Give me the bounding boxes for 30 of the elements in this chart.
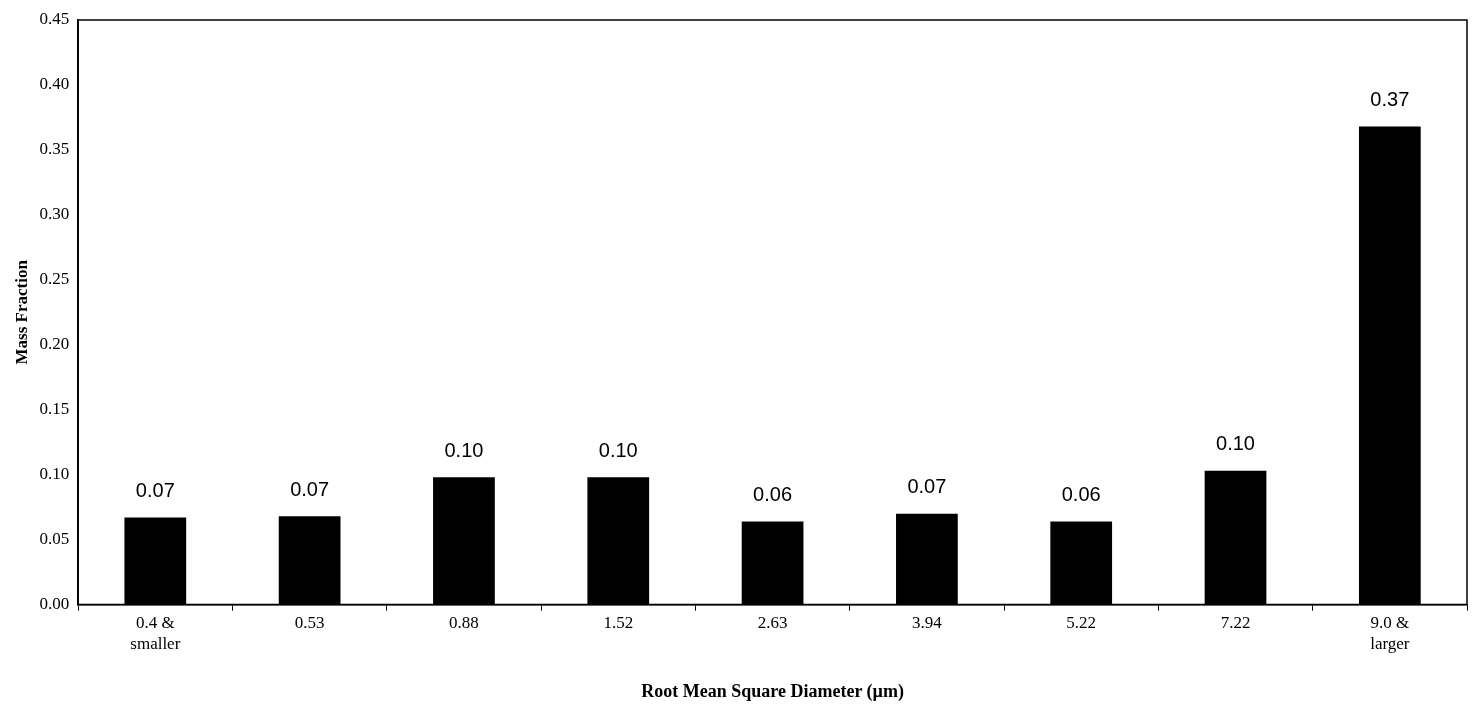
x-tick-label: 3.94 xyxy=(912,613,943,633)
x-tick-label: 0.88 xyxy=(449,613,479,633)
y-tick-label: 0.15 xyxy=(39,399,70,419)
x-tick-label: 0.53 xyxy=(294,613,325,633)
x-tick-label: 2.63 xyxy=(757,613,788,633)
y-tick-label: 0.10 xyxy=(39,464,70,484)
x-tick-label: 9.0 & larger xyxy=(1370,613,1410,653)
x-tick-label: 0.4 & smaller xyxy=(130,613,181,653)
data-label: 0.07 xyxy=(290,477,330,500)
data-label: 0.06 xyxy=(753,482,793,505)
data-label: 0.10 xyxy=(1216,432,1255,455)
y-tick-label: 0.40 xyxy=(39,74,70,94)
data-label: 0.07 xyxy=(907,475,947,498)
data-label: 0.06 xyxy=(1061,482,1101,505)
x-axis-title: Root Mean Square Diameter (µm) xyxy=(641,680,904,702)
data-label: 0.10 xyxy=(598,438,638,461)
y-tick-label: 0.45 xyxy=(39,9,70,29)
x-tick-label: 7.22 xyxy=(1220,613,1251,633)
y-axis-title: Mass Fraction xyxy=(11,259,31,365)
y-tick-label: 0.20 xyxy=(39,334,70,354)
data-label: 0.07 xyxy=(135,479,175,502)
y-tick-label: 0.35 xyxy=(39,139,70,159)
x-tick-label: 1.52 xyxy=(603,613,634,633)
data-label: 0.37 xyxy=(1370,88,1410,111)
x-tick-label: 5.22 xyxy=(1066,613,1097,633)
y-tick-label: 0.05 xyxy=(39,529,70,549)
y-tick-label: 0.25 xyxy=(39,269,70,289)
y-tick-label: 0.30 xyxy=(39,204,70,224)
y-tick-label: 0.00 xyxy=(39,594,70,614)
data-label: 0.10 xyxy=(444,438,484,461)
